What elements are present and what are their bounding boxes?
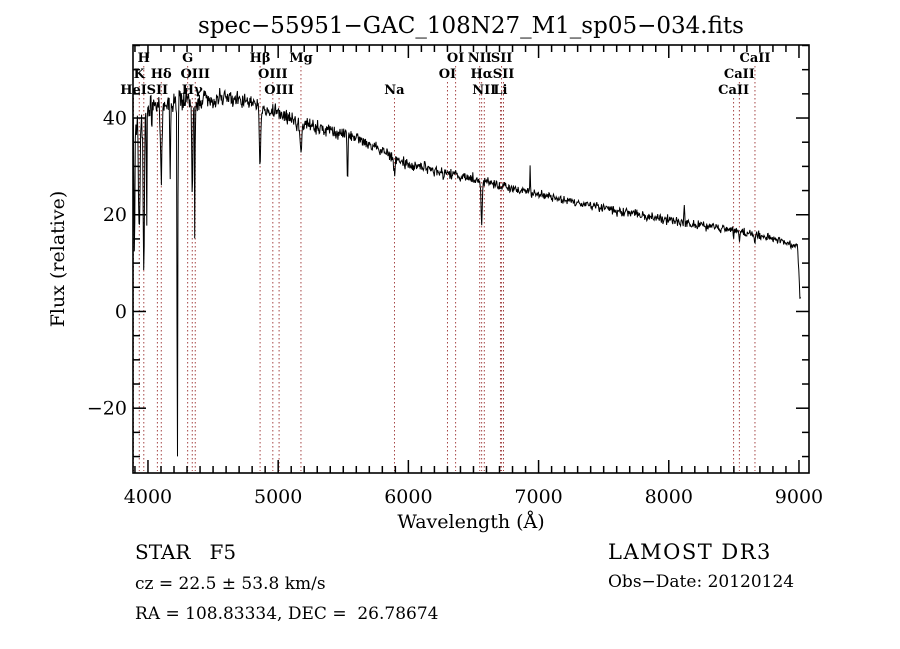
spectral-line-label: Li <box>493 83 507 98</box>
spectral-line-label: Na <box>384 83 405 98</box>
spectral-line-markers-layer <box>133 66 756 471</box>
spectral-line-label: SII <box>493 67 515 82</box>
spectral-line-label: OI <box>447 51 464 66</box>
object-class-text: STAR F5 <box>135 540 236 564</box>
spectral-line-label: SII <box>147 83 169 98</box>
y-tick-label: 0 <box>115 301 127 323</box>
spectral-line-label: OIII <box>258 67 288 82</box>
cz-text: cz = 22.5 ± 53.8 km/s <box>135 574 326 594</box>
y-axis-label: Flux (relative) <box>47 191 69 328</box>
spectral-line-label: CaII <box>718 83 749 98</box>
y-tick-label: 40 <box>103 108 127 130</box>
spectral-line-label: NII <box>472 83 496 98</box>
x-axis-label: Wavelength (Å) <box>397 511 544 533</box>
plot-frame <box>132 44 810 474</box>
spectral-line-label: NII <box>468 51 492 66</box>
obs-date-text: Obs−Date: 20120124 <box>608 572 794 592</box>
survey-release-text: LAMOST DR3 <box>608 540 772 564</box>
spectral-line-label: OIII <box>180 67 210 82</box>
spectral-line-label: Hγ <box>182 83 203 98</box>
tick-labels-layer: 4000 5000 6000 7000 8000 9000 −20 0 20 40 <box>87 108 823 508</box>
spectrum-path <box>133 87 801 457</box>
spectral-line-label: K <box>134 67 146 82</box>
spectral-line-label: G <box>182 51 193 66</box>
spectral-line-label: SII <box>491 51 513 66</box>
spectral-line-label: H <box>138 51 150 66</box>
x-tick-label: 7000 <box>514 486 562 508</box>
spectral-line-label: OIII <box>264 83 294 98</box>
spectral-line-label: HeI <box>120 83 147 98</box>
spectral-line-label: Hβ <box>250 51 271 66</box>
spectral-line-label: OI <box>439 67 456 82</box>
spectral-line-label: Hδ <box>151 67 172 82</box>
x-tick-label: 5000 <box>254 486 302 508</box>
spectrum-trace-layer <box>133 87 801 457</box>
spectral-line-label: CaII <box>724 67 755 82</box>
plot-title: spec−55951−GAC_108N27_M1_sp05−034.fits <box>198 13 744 39</box>
spectral-line-label: Hα <box>471 67 493 82</box>
y-tick-label: 20 <box>103 204 127 226</box>
spectral-line-label: Mg <box>289 51 312 66</box>
y-tick-label: −20 <box>87 398 127 420</box>
x-tick-label: 6000 <box>384 486 432 508</box>
axes-frame-layer <box>132 44 810 474</box>
spectral-line-label: CaII <box>739 51 770 66</box>
ra-dec-text: RA = 108.83334, DEC = 26.78674 <box>135 604 439 624</box>
x-tick-label: 8000 <box>645 486 693 508</box>
x-tick-label: 9000 <box>775 486 823 508</box>
x-tick-label: 4000 <box>124 486 172 508</box>
